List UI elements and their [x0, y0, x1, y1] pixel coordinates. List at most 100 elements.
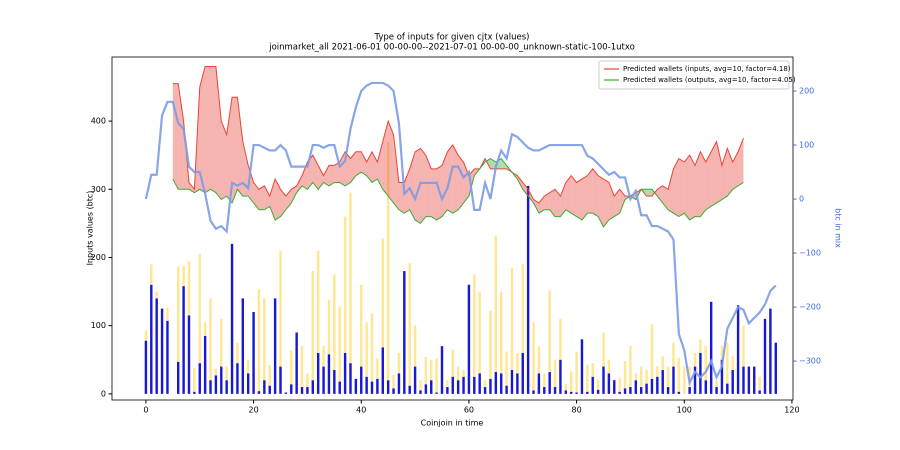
bar: [467, 284, 471, 394]
bar: [505, 385, 508, 394]
bar: [569, 371, 573, 392]
bar: [392, 374, 395, 389]
area-between: [522, 182, 529, 197]
bar: [435, 358, 438, 393]
bar: [273, 298, 277, 394]
area-between: [205, 66, 211, 193]
bar: [559, 318, 562, 360]
area-between: [700, 151, 706, 217]
bar: [564, 383, 568, 391]
y-tick-label: 0: [101, 389, 106, 398]
area-between: [668, 168, 674, 214]
area-between: [210, 66, 216, 193]
area-between: [334, 162, 340, 183]
bar: [397, 352, 401, 374]
bar: [661, 369, 664, 394]
y2-tick-label: 0: [799, 195, 804, 204]
line: [172, 157, 744, 228]
bar: [155, 291, 158, 299]
bar: [575, 351, 578, 393]
bar: [365, 376, 368, 394]
area-between: [388, 121, 394, 203]
bar: [225, 380, 228, 394]
bar: [198, 363, 201, 394]
y-tick-label: 100: [91, 321, 106, 330]
bar: [246, 373, 250, 394]
bar: [505, 351, 508, 386]
bar: [263, 380, 266, 394]
bar: [704, 380, 708, 394]
area-between: [393, 134, 399, 210]
area-between: [732, 151, 739, 190]
bar: [672, 342, 675, 367]
bar: [666, 366, 670, 388]
area-between: [253, 182, 259, 210]
x-tick-label: 100: [677, 406, 692, 415]
bar: [419, 380, 422, 391]
area-between: [544, 192, 550, 210]
area-between: [501, 158, 507, 169]
bar: [715, 380, 718, 388]
bar: [575, 392, 578, 394]
bar: [618, 391, 621, 394]
area-between: [560, 182, 566, 217]
bar: [763, 318, 767, 394]
bar: [742, 325, 745, 367]
bar: [709, 301, 713, 394]
area-between: [280, 189, 286, 217]
area-between: [226, 97, 233, 203]
bar: [650, 378, 654, 394]
bar: [564, 390, 568, 394]
bar: [214, 375, 218, 394]
y2-tick-label: 200: [799, 87, 814, 96]
area-between: [442, 151, 448, 217]
area-between: [431, 168, 437, 220]
bar: [182, 265, 185, 287]
y2-axis-label: btc in mix: [834, 208, 843, 248]
legend-text: Predicted wallets (inputs, avg=10, facto…: [623, 65, 791, 73]
area-between: [409, 151, 416, 220]
bar: [268, 365, 271, 386]
bar: [602, 366, 605, 394]
area-between: [237, 97, 243, 197]
bar: [618, 378, 621, 392]
bar: [473, 376, 476, 394]
bar: [666, 387, 670, 394]
bar: [322, 366, 325, 394]
bar: [311, 271, 315, 381]
bar: [602, 332, 605, 367]
area-between: [662, 185, 669, 210]
legend-text: Predicted wallets (outputs, avg=10, fact…: [623, 76, 796, 84]
bar: [726, 342, 729, 384]
area-between: [302, 162, 308, 190]
bar: [747, 366, 751, 394]
area-between: [318, 165, 324, 190]
bar: [182, 286, 185, 394]
area-between: [549, 189, 556, 217]
area-between: [581, 175, 588, 220]
bar: [338, 306, 341, 382]
bar: [300, 346, 304, 388]
bar: [462, 369, 465, 377]
bar: [203, 322, 207, 336]
area-between: [452, 144, 459, 214]
bar: [311, 380, 315, 394]
area-between: [673, 158, 679, 217]
bar: [193, 367, 196, 392]
bar: [300, 387, 304, 394]
bar: [489, 310, 492, 379]
area-between: [291, 185, 297, 203]
area-between: [592, 168, 599, 217]
bar: [510, 369, 514, 394]
area-between: [275, 179, 281, 220]
bar: [586, 391, 589, 394]
area-between: [689, 155, 696, 220]
bar: [290, 384, 293, 394]
bar: [316, 352, 320, 394]
bar: [500, 291, 503, 374]
area-between: [576, 179, 582, 220]
bar: [736, 305, 740, 394]
area-between: [716, 141, 722, 203]
bar: [758, 376, 761, 391]
